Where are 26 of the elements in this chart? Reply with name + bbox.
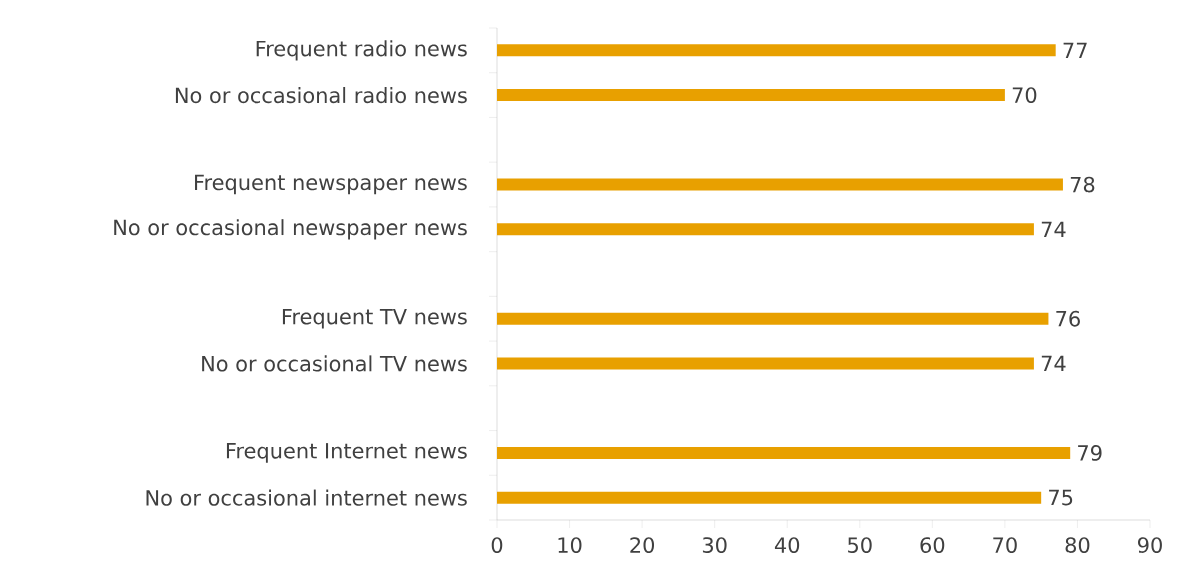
x-tick-label: 0 [491,537,503,553]
data-label: 79 [1078,445,1102,461]
x-tick-label: 60 [920,537,945,553]
x-tick-label: 20 [630,537,655,553]
data-label: 70 [1012,87,1037,103]
data-label: 76 [1056,310,1080,327]
x-tick-label: 70 [993,537,1017,553]
y-tick-label: Frequent TV news [282,308,467,329]
y-tick-label: No or occasional internet news [146,489,467,506]
x-tick-label: 80 [1065,537,1090,553]
y-tick-label: No or occasional newspaper news [114,219,467,240]
data-label: 74 [1041,221,1066,237]
data-label: 77 [1063,42,1087,58]
y-tick-label: Frequent Internet news [226,443,467,463]
x-tick-label: 90 [1138,537,1162,553]
x-tick-label: 10 [558,537,582,553]
x-tick-label: 50 [848,537,872,553]
data-label: 78 [1070,176,1095,193]
y-tick-label: No or occasional TV news [202,355,467,372]
y-tick-label: No or occasional radio news [175,87,467,104]
x-tick-label: 30 [702,537,727,553]
y-tick-label: Frequent newspaper news [195,174,467,195]
data-label: 75 [1049,489,1073,506]
data-label: 74 [1041,355,1066,372]
y-tick-label: Frequent radio news [256,40,467,61]
x-tick-label: 40 [774,537,800,553]
